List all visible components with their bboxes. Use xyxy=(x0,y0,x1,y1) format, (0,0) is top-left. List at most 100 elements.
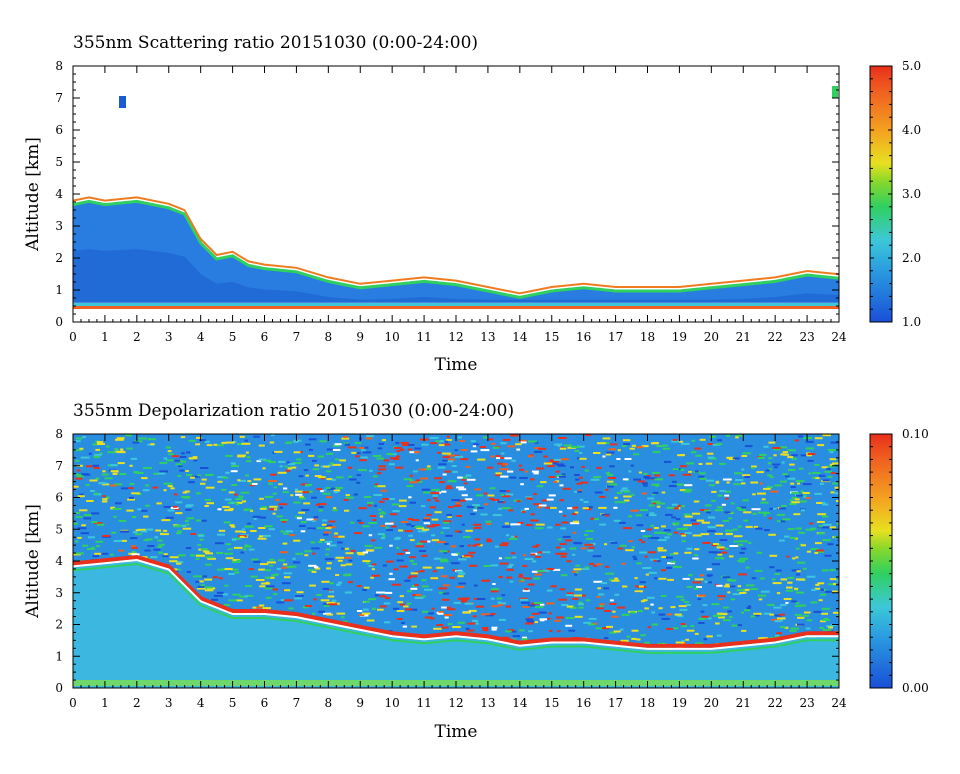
noise-cell xyxy=(836,500,839,502)
noise-cell xyxy=(748,541,752,544)
noise-cell xyxy=(378,465,386,468)
noise-cell xyxy=(636,562,642,565)
noise-cell xyxy=(747,605,752,608)
noise-cell xyxy=(646,528,652,531)
noise-cell xyxy=(438,463,447,466)
noise-cell xyxy=(366,619,375,622)
noise-cell xyxy=(667,578,674,581)
noise-cell xyxy=(730,502,735,505)
noise-cell xyxy=(96,523,105,526)
noise-cell xyxy=(353,532,362,535)
noise-cell xyxy=(129,496,134,499)
noise-cell xyxy=(795,605,802,608)
noise-cell xyxy=(441,443,451,446)
noise-cell xyxy=(294,515,302,518)
noise-cell xyxy=(551,462,558,465)
noise-cell xyxy=(447,454,455,457)
noise-cell xyxy=(269,441,275,444)
noise-cell xyxy=(326,613,333,616)
noise-cell xyxy=(197,587,206,590)
noise-cell xyxy=(326,567,331,570)
noise-cell xyxy=(329,582,334,585)
noise-cell xyxy=(693,587,699,590)
noise-cell xyxy=(593,476,602,479)
noise-cell xyxy=(354,455,360,458)
noise-cell xyxy=(781,461,785,464)
noise-cell xyxy=(259,585,266,588)
noise-cell xyxy=(125,434,132,437)
noise-cell xyxy=(673,565,677,568)
noise-cell xyxy=(392,510,400,513)
noise-cell xyxy=(386,529,393,532)
noise-cell xyxy=(99,452,103,455)
noise-cell xyxy=(500,493,504,496)
noise-cell xyxy=(678,605,687,608)
noise-cell xyxy=(409,479,414,482)
noise-cell xyxy=(345,496,354,499)
noise-cell xyxy=(533,472,539,475)
noise-cell xyxy=(491,628,497,631)
noise-cell xyxy=(187,481,195,484)
noise-cell xyxy=(221,441,227,444)
noise-cell xyxy=(464,602,474,605)
noise-cell xyxy=(593,452,601,454)
noise-cell xyxy=(588,617,597,620)
noise-cell xyxy=(666,566,673,569)
noise-cell xyxy=(800,454,808,457)
noise-cell xyxy=(422,518,431,521)
noise-cell xyxy=(534,553,541,556)
noise-cell xyxy=(613,630,621,633)
noise-cell xyxy=(648,571,657,574)
noise-cell xyxy=(800,490,804,493)
noise-cell xyxy=(593,580,603,583)
noise-cell xyxy=(680,623,686,625)
noise-cell xyxy=(807,459,814,462)
noise-cell xyxy=(159,470,168,473)
noise-cell xyxy=(463,554,472,557)
noise-cell xyxy=(86,500,94,502)
noise-cell xyxy=(261,506,268,508)
noise-cell xyxy=(559,499,564,502)
noise-cell xyxy=(549,459,554,462)
noise-cell xyxy=(271,434,275,437)
noise-cell xyxy=(580,481,589,484)
noise-cell xyxy=(426,525,435,528)
noise-cell xyxy=(820,620,826,623)
noise-cell xyxy=(299,497,306,500)
noise-cell xyxy=(190,554,195,557)
noise-cell xyxy=(511,535,515,538)
noise-cell xyxy=(399,603,405,606)
noise-cell xyxy=(457,621,465,624)
noise-cell xyxy=(381,439,386,442)
noise-cell xyxy=(256,606,262,609)
x-tick-label: 6 xyxy=(261,330,269,344)
noise-cell xyxy=(218,577,223,580)
noise-cell xyxy=(396,618,403,620)
noise-cell xyxy=(624,458,632,460)
noise-cell xyxy=(582,507,589,510)
noise-cell xyxy=(790,627,800,630)
noise-cell xyxy=(711,490,717,493)
noise-cell xyxy=(361,449,366,452)
noise-cell xyxy=(160,533,169,536)
noise-cell xyxy=(634,585,639,588)
noise-cell xyxy=(231,560,241,563)
x-tick-label: 23 xyxy=(799,330,814,344)
noise-cell xyxy=(102,534,110,537)
noise-cell xyxy=(587,506,593,509)
noise-cell xyxy=(235,498,243,501)
noise-cell xyxy=(320,490,324,493)
noise-cell xyxy=(458,572,466,575)
noise-cell xyxy=(197,585,205,588)
x-tick-label: 21 xyxy=(736,696,751,710)
x-tick-label: 4 xyxy=(197,330,205,344)
noise-cell xyxy=(622,527,632,530)
noise-cell xyxy=(512,535,518,538)
noise-cell xyxy=(421,595,426,598)
noise-cell xyxy=(529,478,535,481)
noise-cell xyxy=(205,556,214,559)
noise-cell xyxy=(131,516,137,518)
noise-cell xyxy=(422,610,429,613)
noise-cell xyxy=(585,530,594,532)
noise-cell xyxy=(460,458,469,461)
